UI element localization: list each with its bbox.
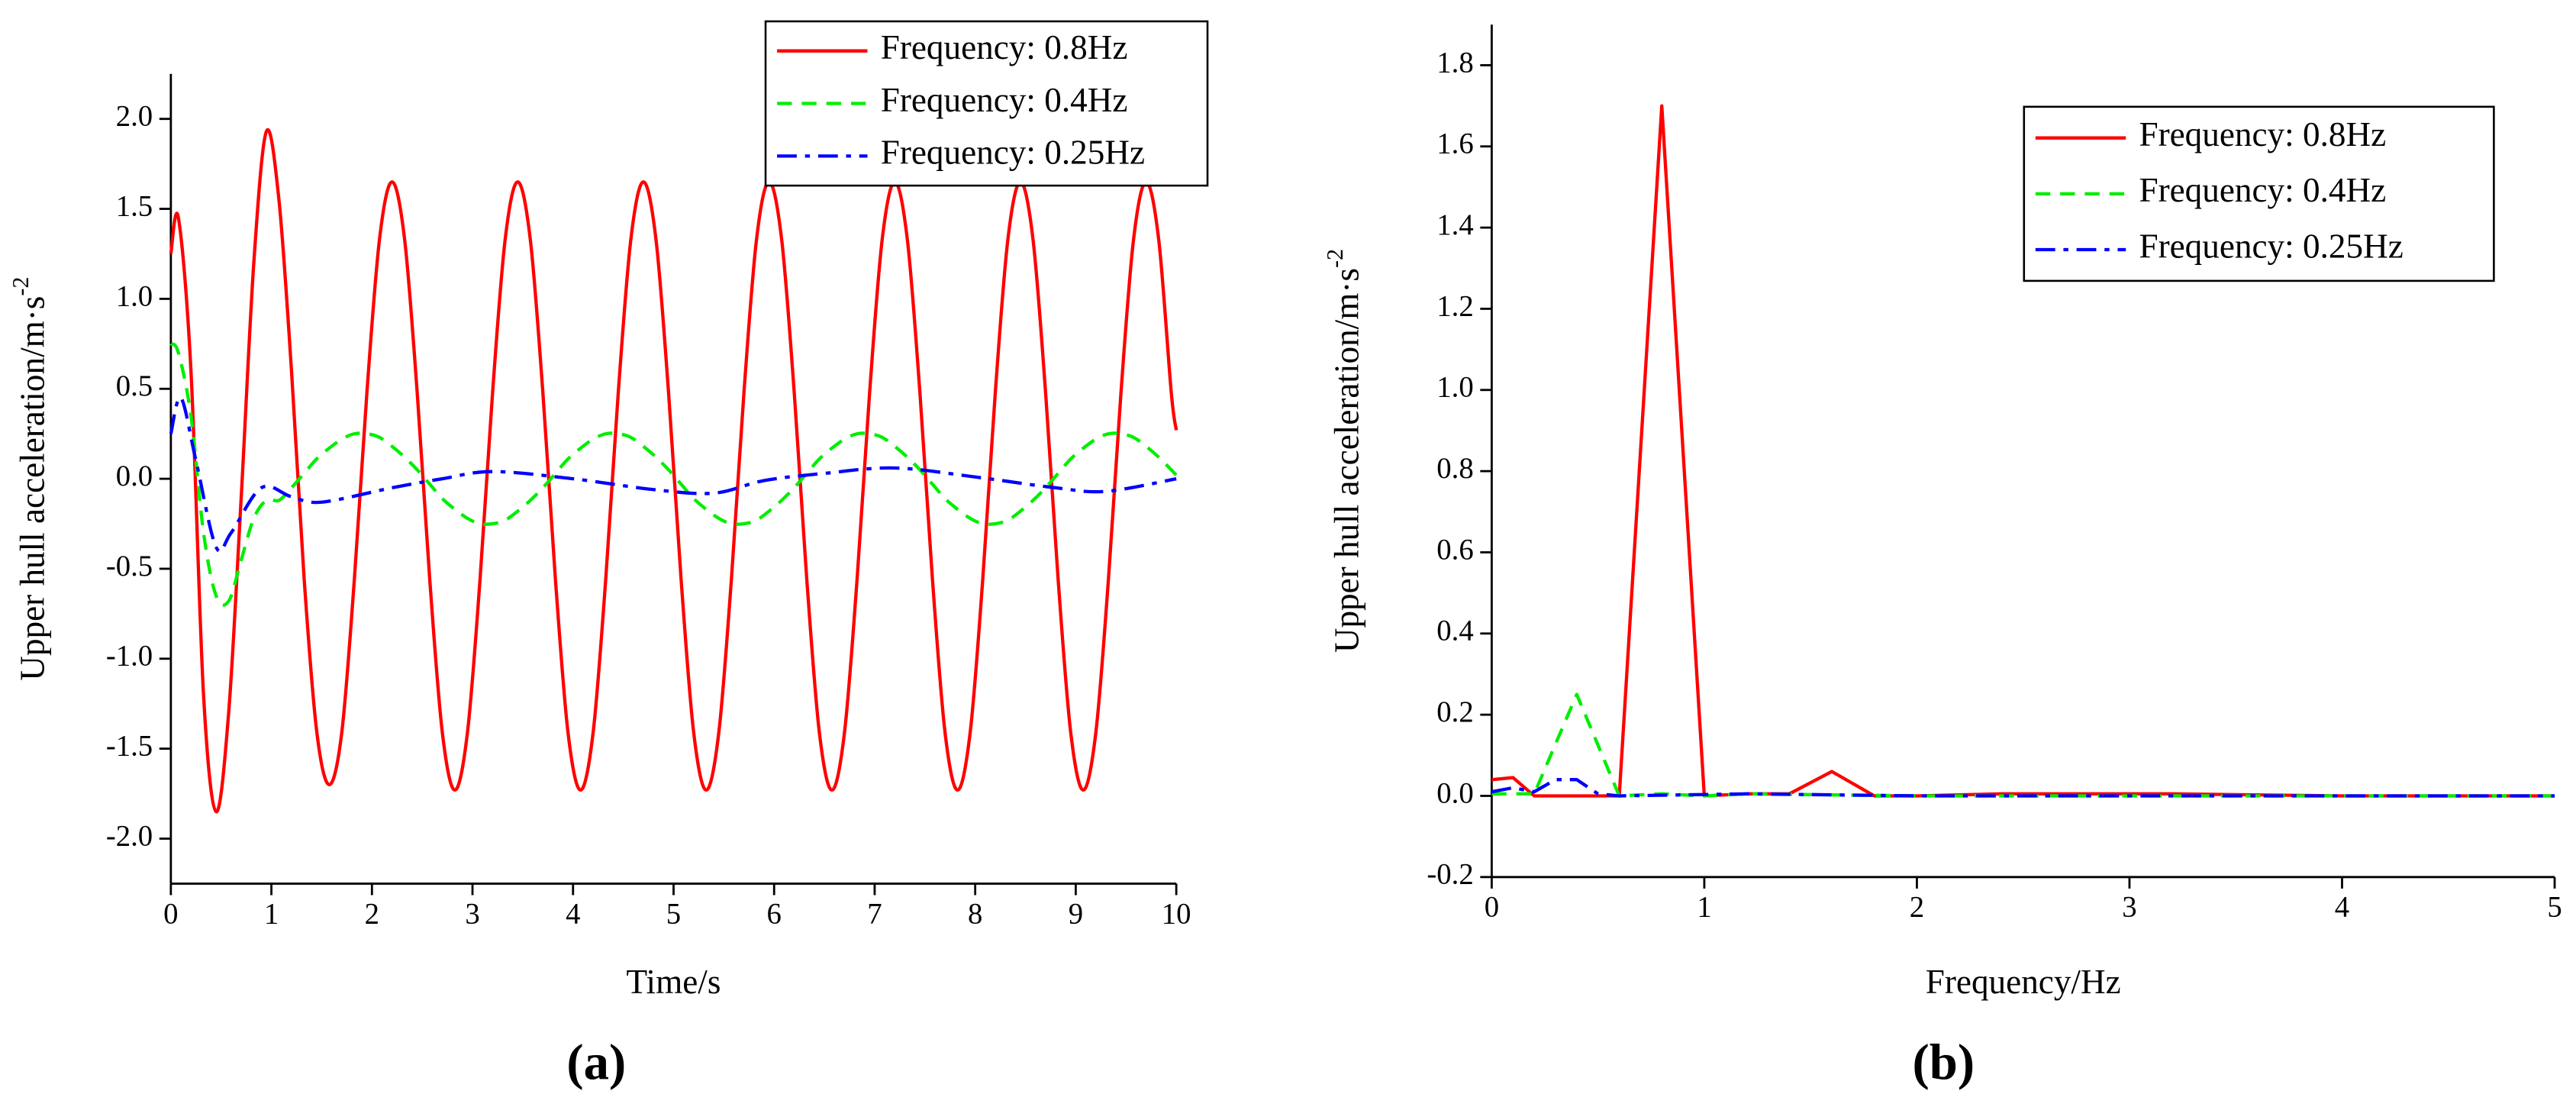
x-axis-label: Frequency/Hz	[1926, 963, 2121, 1001]
y-tick-label: 0.8	[1436, 452, 1473, 485]
y-axis-label-sup: -2	[1322, 249, 1348, 268]
y-axis-label: Upper hull acceleration/m·s-2	[8, 277, 52, 681]
caption: (a)	[566, 1035, 626, 1091]
x-tick-label: 0	[1485, 891, 1499, 924]
y-tick-label: -1.0	[106, 640, 153, 673]
legend-label: Frequency: 0.25Hz	[881, 134, 1145, 172]
legend-label: Frequency: 0.8Hz	[881, 28, 1128, 66]
y-tick-label: -1.5	[106, 730, 153, 763]
y-tick-label: 0.6	[1436, 533, 1473, 566]
y-tick-label: 0.0	[1436, 776, 1473, 809]
y-axis-label-text: Upper hull acceleration/m·s	[1328, 268, 1366, 653]
y-tick-label: 1.5	[116, 189, 153, 222]
x-axis-label: Time/s	[627, 963, 721, 1001]
y-tick-label: 0.0	[116, 460, 153, 492]
y-axis-label: Upper hull acceleration/m·s-2	[1322, 249, 1366, 653]
y-tick-label: 1.4	[1436, 208, 1473, 241]
x-tick-label: 2	[365, 897, 379, 930]
x-tick-label: 9	[1069, 897, 1083, 930]
caption: (b)	[1913, 1035, 1975, 1091]
x-tick-label: 5	[666, 897, 681, 930]
y-tick-label: 1.6	[1436, 127, 1473, 160]
legend-label: Frequency: 0.25Hz	[2139, 227, 2403, 265]
legend-label: Frequency: 0.4Hz	[2139, 171, 2386, 209]
y-tick-label: 0.5	[116, 370, 153, 402]
series-line	[169, 395, 1177, 554]
x-tick-label: 10	[1162, 897, 1191, 930]
series-line	[169, 342, 1178, 607]
x-tick-label: 3	[465, 897, 479, 930]
y-tick-label: 1.0	[116, 279, 153, 312]
legend-label: Frequency: 0.4Hz	[881, 81, 1128, 119]
x-tick-label: 4	[2335, 891, 2349, 924]
x-tick-label: 1	[264, 897, 279, 930]
legend-label: Frequency: 0.8Hz	[2139, 115, 2386, 153]
x-tick-label: 8	[968, 897, 982, 930]
x-tick-label: 2	[1910, 891, 1924, 924]
legend-box	[2023, 105, 2495, 282]
y-tick-label: 0.2	[1436, 696, 1473, 728]
x-tick-label: 7	[867, 897, 882, 930]
y-axis-label-text: Upper hull acceleration/m·s	[14, 296, 52, 681]
x-tick-label: 0	[163, 897, 178, 930]
x-tick-label: 3	[2122, 891, 2136, 924]
x-tick-label: 1	[1697, 891, 1711, 924]
series-line	[1491, 104, 2555, 798]
y-tick-label: -0.2	[1427, 858, 1473, 891]
y-tick-label: 1.8	[1436, 46, 1473, 79]
y-tick-label: 2.0	[116, 100, 153, 133]
y-tick-label: -0.5	[106, 550, 153, 583]
y-tick-label: 1.0	[1436, 371, 1473, 404]
x-tick-label: 5	[2547, 891, 2561, 924]
series-line	[1491, 692, 2555, 798]
series-line	[1491, 778, 2555, 798]
y-tick-label: 0.4	[1436, 615, 1473, 647]
y-tick-label: -2.0	[106, 819, 153, 852]
y-axis-label-sup: -2	[8, 277, 34, 296]
y-tick-label: 1.2	[1436, 289, 1473, 322]
x-tick-label: 6	[767, 897, 782, 930]
series-line	[169, 127, 1178, 814]
x-tick-label: 4	[566, 897, 580, 930]
